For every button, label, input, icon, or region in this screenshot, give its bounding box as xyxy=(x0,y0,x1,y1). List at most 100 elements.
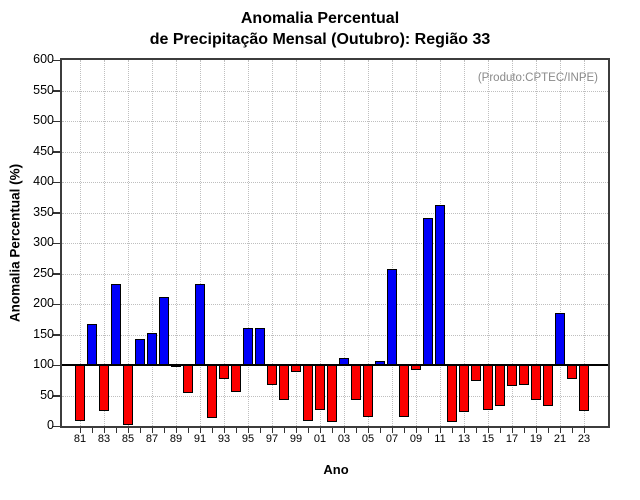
x-tick-mark-1990 xyxy=(187,428,189,433)
x-tick-mark-2006 xyxy=(379,428,381,433)
plot-area: (Produto:CPTEC/INPE) xyxy=(60,58,610,428)
bar-1985 xyxy=(123,365,133,425)
gridline-h-550 xyxy=(62,90,608,92)
gridline-h-400 xyxy=(62,182,608,183)
y-tick-mark-550 xyxy=(53,90,60,92)
bar-1992 xyxy=(207,365,217,419)
bar-2021 xyxy=(555,313,565,365)
x-tick-label-99: 99 xyxy=(289,433,303,445)
product-credit-label: (Produto:CPTEC/INPE) xyxy=(477,72,598,84)
x-tick-mark-2004 xyxy=(355,428,357,433)
y-tick-mark-450 xyxy=(53,151,60,153)
y-tick-label-400: 400 xyxy=(33,174,54,188)
bar-2014 xyxy=(471,365,481,382)
x-tick-mark-1986 xyxy=(139,428,141,433)
x-tick-mark-1991 xyxy=(199,428,201,433)
y-tick-label-450: 450 xyxy=(33,143,54,158)
gridline-h-350 xyxy=(62,212,608,214)
y-tick-label-100: 100 xyxy=(33,357,54,371)
gridline-v-1999 xyxy=(296,60,297,426)
bar-2011 xyxy=(435,205,445,365)
x-tick-mark-2010 xyxy=(427,428,429,433)
y-tick-label-550: 550 xyxy=(33,82,54,97)
x-tick-mark-2009 xyxy=(415,428,417,433)
bar-1982 xyxy=(87,323,97,365)
gridline-h-200 xyxy=(62,304,608,305)
x-tick-label-17: 17 xyxy=(505,433,519,445)
x-tick-mark-2022 xyxy=(571,428,573,433)
bar-1989 xyxy=(171,365,181,367)
bar-1998 xyxy=(279,365,289,400)
gridline-h-150 xyxy=(62,334,608,336)
x-tick-mark-1988 xyxy=(163,428,165,433)
y-tick-mark-200 xyxy=(53,303,60,305)
x-tick-mark-1996 xyxy=(259,428,261,433)
bar-2008 xyxy=(399,365,409,417)
x-tick-mark-2000 xyxy=(307,428,309,433)
x-tick-label-95: 95 xyxy=(241,433,255,445)
bar-1983 xyxy=(99,365,109,411)
gridline-v-1981 xyxy=(80,60,81,426)
x-tick-mark-1998 xyxy=(283,428,285,433)
x-tick-mark-1985 xyxy=(127,428,129,433)
bar-1984 xyxy=(111,284,121,365)
gridline-h-450 xyxy=(62,151,608,153)
bar-2015 xyxy=(483,365,493,411)
bar-2009 xyxy=(411,365,421,370)
bar-2010 xyxy=(423,217,433,365)
bar-2004 xyxy=(351,365,361,400)
chart-title-line1: Anomalia Percentual xyxy=(240,10,400,27)
y-tick-label-150: 150 xyxy=(33,326,54,341)
x-tick-label-05: 05 xyxy=(361,433,375,445)
gridline-v-1991 xyxy=(200,60,201,426)
x-tick-label-15: 15 xyxy=(481,433,495,445)
y-tick-mark-500 xyxy=(53,120,60,122)
bar-2016 xyxy=(495,365,505,407)
x-tick-mark-1992 xyxy=(211,428,213,433)
bar-1987 xyxy=(147,332,157,365)
x-tick-label-19: 19 xyxy=(529,433,543,445)
x-tick-mark-2012 xyxy=(451,428,453,433)
bar-2003 xyxy=(339,358,349,365)
bar-1997 xyxy=(267,365,277,386)
x-tick-mark-2001 xyxy=(319,428,321,433)
bar-2018 xyxy=(519,365,529,385)
x-tick-mark-2011 xyxy=(439,428,441,433)
bar-1994 xyxy=(231,365,241,392)
x-tick-label-01: 01 xyxy=(313,433,327,445)
y-tick-mark-250 xyxy=(53,273,60,275)
gridline-v-1985 xyxy=(128,60,129,426)
bar-2001 xyxy=(315,365,325,410)
x-tick-mark-2016 xyxy=(499,428,501,433)
y-tick-label-250: 250 xyxy=(33,265,54,280)
x-tick-label-97: 97 xyxy=(265,433,279,445)
x-tick-mark-2008 xyxy=(403,428,405,433)
x-tick-label-83: 83 xyxy=(97,433,111,445)
gridline-v-2017 xyxy=(512,60,513,426)
bar-2017 xyxy=(507,365,517,386)
y-tick-label-350: 350 xyxy=(33,204,54,219)
gridline-v-2021 xyxy=(560,60,561,426)
x-tick-mark-1989 xyxy=(175,428,177,433)
bar-1999 xyxy=(291,365,301,373)
y-tick-label-200: 200 xyxy=(33,296,54,310)
chart-title-line2: de Precipitação Mensal (Outubro): Região… xyxy=(149,31,491,48)
gridline-h-300 xyxy=(62,243,608,244)
y-tick-label-600: 600 xyxy=(33,52,54,66)
x-tick-label-07: 07 xyxy=(385,433,399,445)
y-tick-mark-0 xyxy=(53,425,60,427)
gridline-v-2009 xyxy=(416,60,417,426)
x-tick-mark-2018 xyxy=(523,428,525,433)
bar-2020 xyxy=(543,365,553,406)
x-tick-mark-2023 xyxy=(583,428,585,433)
x-tick-mark-2013 xyxy=(463,428,465,433)
y-tick-mark-350 xyxy=(53,212,60,214)
x-tick-mark-1981 xyxy=(79,428,81,433)
x-tick-label-21: 21 xyxy=(553,433,567,445)
gridline-h-250 xyxy=(62,273,608,275)
x-tick-mark-1987 xyxy=(151,428,153,433)
gridline-v-2001 xyxy=(320,60,321,426)
x-tick-label-11: 11 xyxy=(434,433,446,445)
y-tick-label-500: 500 xyxy=(33,113,54,127)
